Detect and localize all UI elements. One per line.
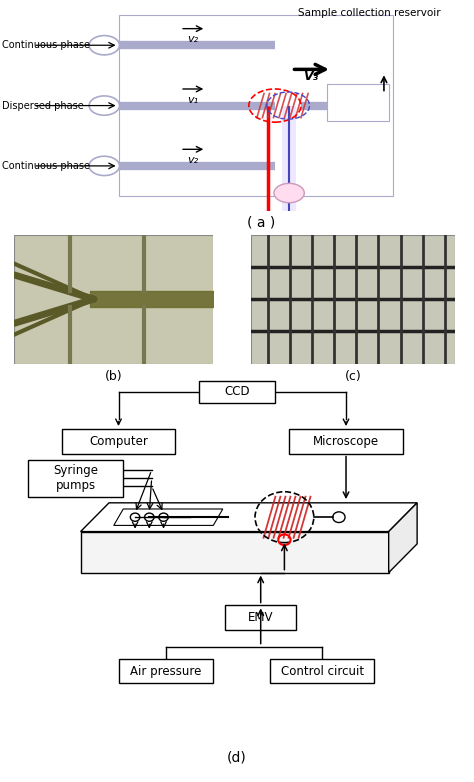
FancyBboxPatch shape bbox=[225, 605, 296, 630]
Text: (b): (b) bbox=[105, 370, 123, 382]
Text: ( a ): ( a ) bbox=[246, 215, 275, 229]
Circle shape bbox=[89, 156, 119, 175]
Text: Dispersed phase: Dispersed phase bbox=[2, 101, 84, 110]
Polygon shape bbox=[81, 532, 389, 572]
FancyBboxPatch shape bbox=[199, 381, 275, 404]
FancyBboxPatch shape bbox=[327, 84, 389, 120]
Text: Computer: Computer bbox=[89, 435, 148, 448]
Text: EMV: EMV bbox=[248, 612, 273, 624]
FancyBboxPatch shape bbox=[118, 15, 393, 196]
Polygon shape bbox=[389, 503, 417, 572]
Text: (c): (c) bbox=[345, 370, 362, 382]
Text: v₁: v₁ bbox=[187, 95, 199, 105]
Text: v₂: v₂ bbox=[187, 155, 199, 165]
Text: Continuous phase: Continuous phase bbox=[2, 40, 91, 50]
FancyBboxPatch shape bbox=[62, 429, 175, 454]
FancyBboxPatch shape bbox=[118, 658, 213, 683]
FancyBboxPatch shape bbox=[289, 429, 403, 454]
Text: v₂: v₂ bbox=[187, 34, 199, 45]
Circle shape bbox=[274, 184, 304, 203]
Text: (d): (d) bbox=[227, 751, 247, 765]
FancyBboxPatch shape bbox=[14, 235, 213, 364]
Text: Syringe
pumps: Syringe pumps bbox=[54, 465, 98, 492]
Text: Microscope: Microscope bbox=[313, 435, 379, 448]
Circle shape bbox=[89, 36, 119, 55]
Text: V₃: V₃ bbox=[303, 70, 318, 83]
Text: Air pressure: Air pressure bbox=[130, 665, 201, 678]
FancyBboxPatch shape bbox=[270, 658, 374, 683]
FancyBboxPatch shape bbox=[251, 235, 455, 364]
Text: Control circuit: Control circuit bbox=[281, 665, 364, 678]
Text: CCD: CCD bbox=[224, 386, 250, 399]
Circle shape bbox=[89, 96, 119, 115]
FancyBboxPatch shape bbox=[28, 460, 123, 497]
Polygon shape bbox=[114, 509, 223, 526]
Text: Sample collection reservoir: Sample collection reservoir bbox=[299, 8, 441, 17]
Text: Continuous phase: Continuous phase bbox=[2, 161, 91, 171]
Polygon shape bbox=[81, 503, 417, 532]
